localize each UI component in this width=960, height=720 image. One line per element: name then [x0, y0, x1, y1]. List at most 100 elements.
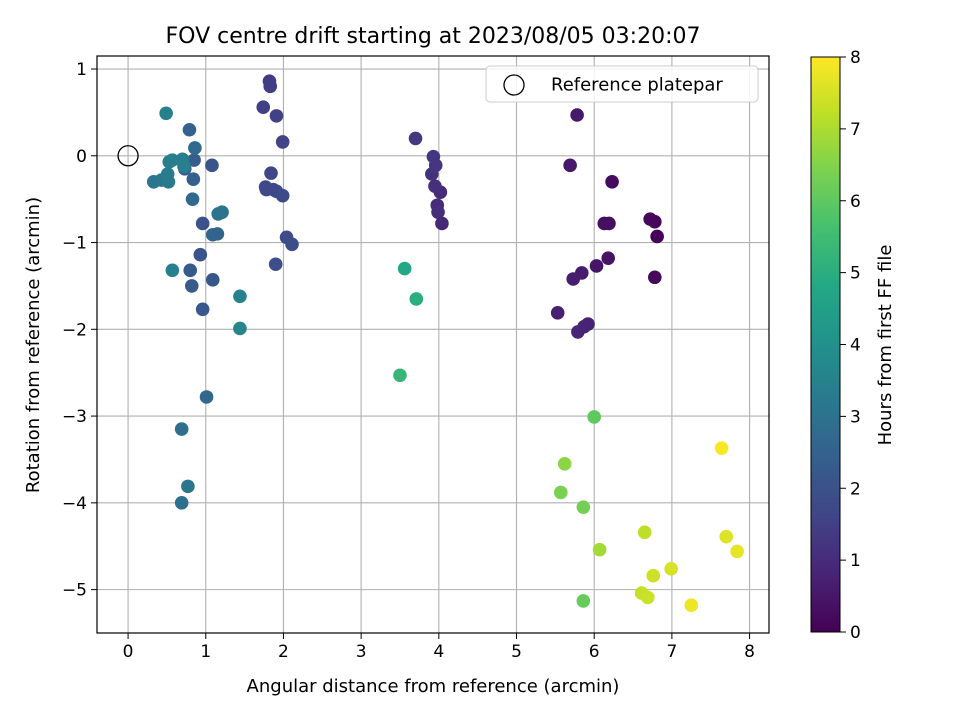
legend-label: Reference platepar [551, 75, 723, 96]
x-tick-label: 2 [278, 642, 289, 662]
data-point [205, 227, 220, 242]
data-point [563, 158, 577, 173]
data-point [393, 368, 407, 383]
data-point [184, 279, 199, 293]
x-axis-ticks: 0 1 2 3 4 5 6 7 8 [123, 633, 755, 662]
data-point [275, 188, 290, 203]
legend: Reference platepar [485, 65, 759, 103]
chart-title: FOV centre drift starting at 2023/08/05 … [166, 24, 701, 49]
data-point [643, 212, 657, 226]
data-point [408, 131, 423, 146]
data-point [566, 272, 581, 286]
data-point [177, 159, 191, 173]
colorbar-tick-label: 8 [850, 48, 861, 68]
data-point [435, 216, 449, 231]
data-point [187, 153, 201, 167]
data-point [268, 257, 283, 272]
data-point [684, 598, 699, 613]
data-point [165, 263, 180, 278]
data-point [182, 122, 197, 137]
data-point [165, 153, 180, 167]
data-point [186, 172, 201, 187]
data-point [185, 192, 200, 206]
data-point [664, 561, 678, 576]
y-tick-label: 0 [76, 147, 87, 167]
colorbar-tick-label: 7 [850, 120, 861, 140]
data-points [146, 74, 744, 613]
colorbar-tick-label: 4 [850, 336, 861, 356]
colorbar-tick-label: 2 [850, 479, 861, 499]
data-point [550, 306, 565, 320]
data-point [275, 135, 290, 149]
y-axis-ticks: −5 −4 −3 −2 −1 0 1 [62, 60, 97, 601]
data-point [428, 179, 442, 193]
y-axis-label: Rotation from reference (arcmin) [23, 197, 44, 493]
data-point [571, 325, 585, 339]
data-point [650, 229, 664, 244]
data-point [215, 205, 229, 219]
y-tick-label: −5 [62, 581, 87, 601]
data-point [646, 568, 661, 583]
legend-box [485, 65, 759, 103]
data-point [647, 270, 662, 285]
data-point [174, 422, 189, 436]
data-point [188, 141, 202, 155]
y-tick-label: −4 [62, 494, 87, 514]
data-point [264, 166, 278, 180]
x-tick-label: 0 [123, 642, 134, 662]
x-tick-label: 7 [666, 642, 677, 662]
data-point [160, 167, 175, 181]
data-point [159, 106, 173, 121]
data-point [641, 590, 655, 605]
data-point [233, 321, 247, 336]
data-point [174, 496, 189, 510]
data-point [553, 485, 568, 500]
data-point [557, 457, 572, 471]
x-tick-label: 4 [433, 642, 444, 662]
data-point [570, 108, 584, 122]
data-point [637, 525, 652, 540]
y-tick-label: −2 [62, 320, 87, 340]
data-point [426, 149, 441, 164]
x-tick-label: 3 [356, 642, 367, 662]
data-point [605, 175, 619, 189]
data-point [409, 292, 424, 306]
y-tick-label: 1 [76, 60, 87, 80]
data-point [730, 544, 744, 559]
data-point [233, 289, 247, 304]
data-point [199, 390, 214, 404]
x-tick-label: 1 [200, 642, 211, 662]
data-point [195, 216, 210, 231]
plot-frame [96, 55, 770, 634]
data-point [576, 500, 591, 514]
reference-marker [117, 145, 139, 167]
data-point [576, 594, 591, 608]
colorbar-tick-label: 0 [850, 623, 861, 643]
colorbar [810, 56, 841, 633]
x-tick-label: 8 [744, 642, 755, 662]
data-point [597, 216, 612, 231]
data-point [269, 109, 284, 123]
data-point [181, 479, 195, 494]
data-point [205, 158, 219, 173]
x-tick-label: 5 [511, 642, 522, 662]
colorbar-tick-label: 1 [850, 551, 861, 571]
reference-point [117, 145, 139, 167]
data-point [256, 100, 271, 114]
data-point [263, 79, 278, 94]
data-point [195, 302, 210, 317]
y-tick-label: −1 [62, 234, 87, 254]
colorbar-label: Hours from first FF file [875, 245, 896, 446]
colorbar-ticks: 0 1 2 3 4 5 6 7 8 [840, 48, 861, 643]
data-point [285, 237, 299, 252]
data-point [601, 251, 615, 265]
colorbar-tick-label: 6 [850, 192, 861, 212]
y-tick-label: −3 [62, 407, 87, 427]
data-point [193, 247, 208, 262]
data-point [589, 259, 604, 273]
x-axis-label: Angular distance from reference (arcmin) [247, 676, 620, 697]
data-point [183, 263, 198, 278]
data-point [205, 273, 220, 287]
data-point [397, 261, 412, 276]
